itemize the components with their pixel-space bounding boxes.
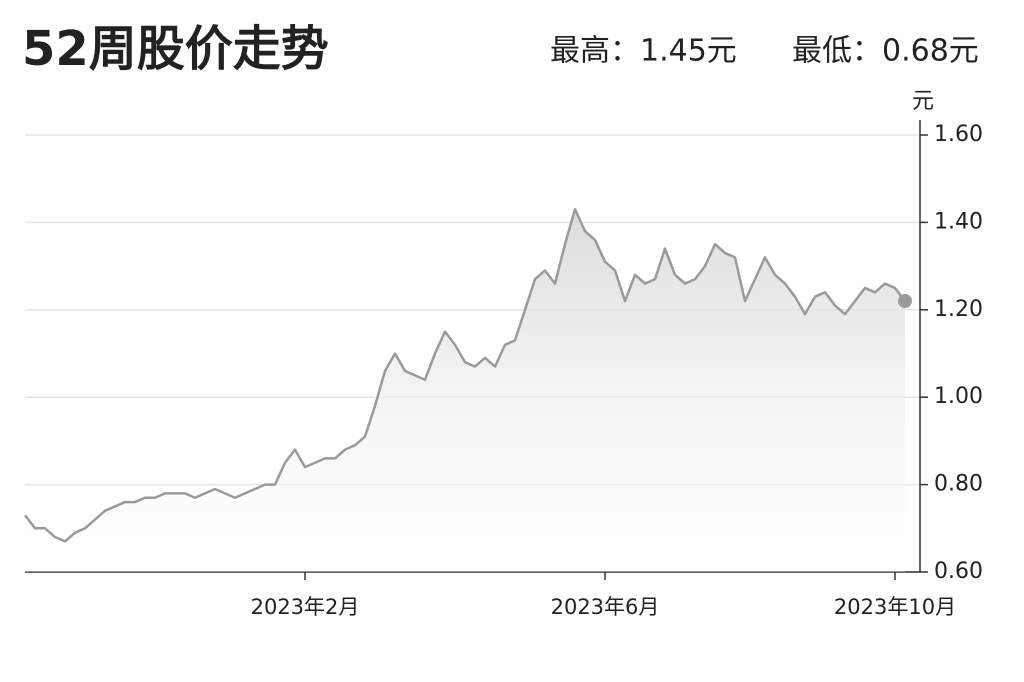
y-axis-label: 元 xyxy=(912,89,934,114)
area xyxy=(25,209,905,573)
y-tick-label: 0.80 xyxy=(934,472,983,497)
x-tick-label: 2023年2月 xyxy=(251,595,360,619)
line xyxy=(24,208,906,543)
y-tick-label: 1.40 xyxy=(934,209,983,234)
annotation: 最低：0.68元 xyxy=(792,34,979,69)
y-tick-label: 1.00 xyxy=(934,384,983,409)
y-tick-label: 1.20 xyxy=(934,297,983,322)
x-tick-label: 2023年10月 xyxy=(834,595,956,619)
end-point xyxy=(898,294,912,309)
x-tick-label: 2023年6月 xyxy=(551,595,660,619)
chart-title: 52周股价走势 xyxy=(22,21,329,77)
annotation: 最高：1.45元 xyxy=(550,34,737,69)
y-tick-label: 1.60 xyxy=(934,122,983,147)
y-tick-label: 0.60 xyxy=(934,559,983,584)
